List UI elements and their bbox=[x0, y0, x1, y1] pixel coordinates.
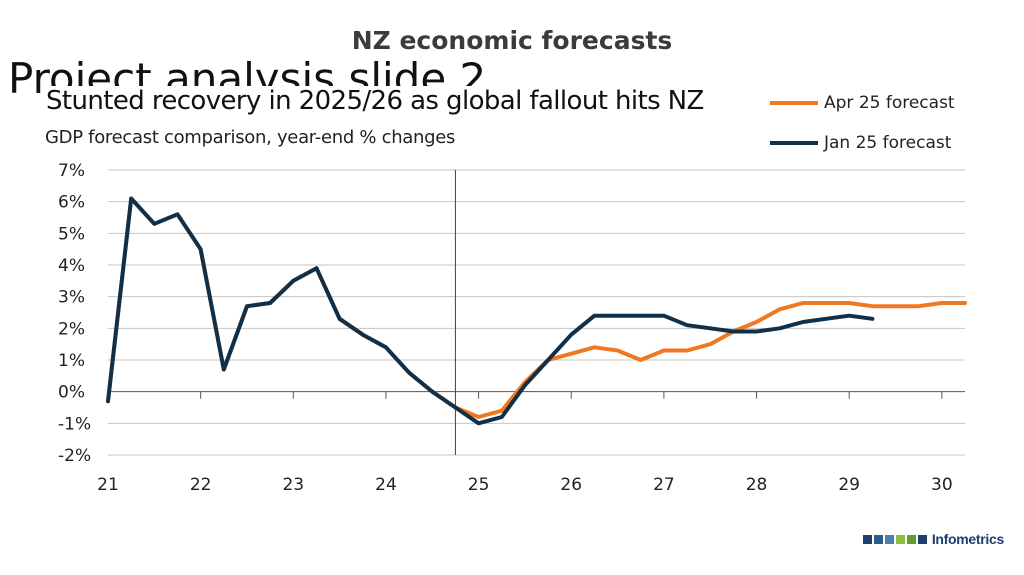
logo-square bbox=[917, 534, 927, 544]
y-tick-label: 6% bbox=[58, 193, 85, 213]
y-tick-label: 1% bbox=[58, 351, 85, 371]
x-tick-label: 28 bbox=[746, 475, 768, 495]
legend-item-jan-25: Jan 25 forecast bbox=[770, 133, 951, 153]
legend-swatch-apr-25 bbox=[770, 101, 818, 105]
infometrics-logo: Infometrics bbox=[862, 531, 1004, 547]
logo-square bbox=[862, 534, 872, 544]
chart-subtitle: GDP forecast comparison, year-end % chan… bbox=[45, 127, 456, 148]
legend-swatch-jan-25 bbox=[770, 141, 818, 145]
series-line-jan-25 bbox=[106, 196, 875, 426]
legend-label-apr-25: Apr 25 forecast bbox=[824, 93, 955, 113]
x-tick-label: 29 bbox=[838, 475, 860, 495]
legend-item-apr-25: Apr 25 forecast bbox=[770, 93, 955, 113]
x-tick-label: 26 bbox=[560, 475, 582, 495]
series-line-apr-25 bbox=[106, 196, 967, 419]
axes bbox=[107, 170, 965, 455]
x-tick-label: 21 bbox=[97, 475, 119, 495]
y-tick-label: -1% bbox=[58, 414, 91, 434]
x-tick-label: 22 bbox=[190, 475, 212, 495]
logo-square bbox=[906, 534, 916, 544]
x-tick-label: 27 bbox=[653, 475, 675, 495]
x-tick-label: 23 bbox=[282, 475, 304, 495]
logo-square bbox=[895, 534, 905, 544]
y-tick-label: -2% bbox=[58, 446, 91, 466]
x-tick-label: 30 bbox=[931, 475, 953, 495]
logo-squares bbox=[862, 534, 929, 544]
logo-text: Infometrics bbox=[931, 531, 1004, 547]
y-tick-label: 2% bbox=[58, 319, 85, 339]
grid-lines bbox=[108, 169, 965, 456]
y-tick-label: 3% bbox=[58, 288, 85, 308]
y-tick-label: 0% bbox=[58, 383, 85, 403]
slide-heading: NZ economic forecasts bbox=[351, 26, 673, 55]
y-tick-label: 5% bbox=[58, 224, 85, 244]
y-tick-label: 4% bbox=[58, 256, 85, 276]
x-tick-label: 24 bbox=[375, 475, 397, 495]
series-lines bbox=[106, 196, 967, 426]
y-tick-label: 7% bbox=[58, 161, 85, 181]
x-tick-label: 25 bbox=[468, 475, 490, 495]
chart-title: Stunted recovery in 2025/26 as global fa… bbox=[42, 86, 710, 120]
logo-square bbox=[873, 534, 883, 544]
legend-label-jan-25: Jan 25 forecast bbox=[824, 133, 952, 153]
logo-square bbox=[884, 534, 894, 544]
tick-labels: 7% 6% 5% 4% 3% 2% 1% 0% -1% -2% 21 22 23 24 25 26 27 28 29… bbox=[58, 161, 953, 495]
